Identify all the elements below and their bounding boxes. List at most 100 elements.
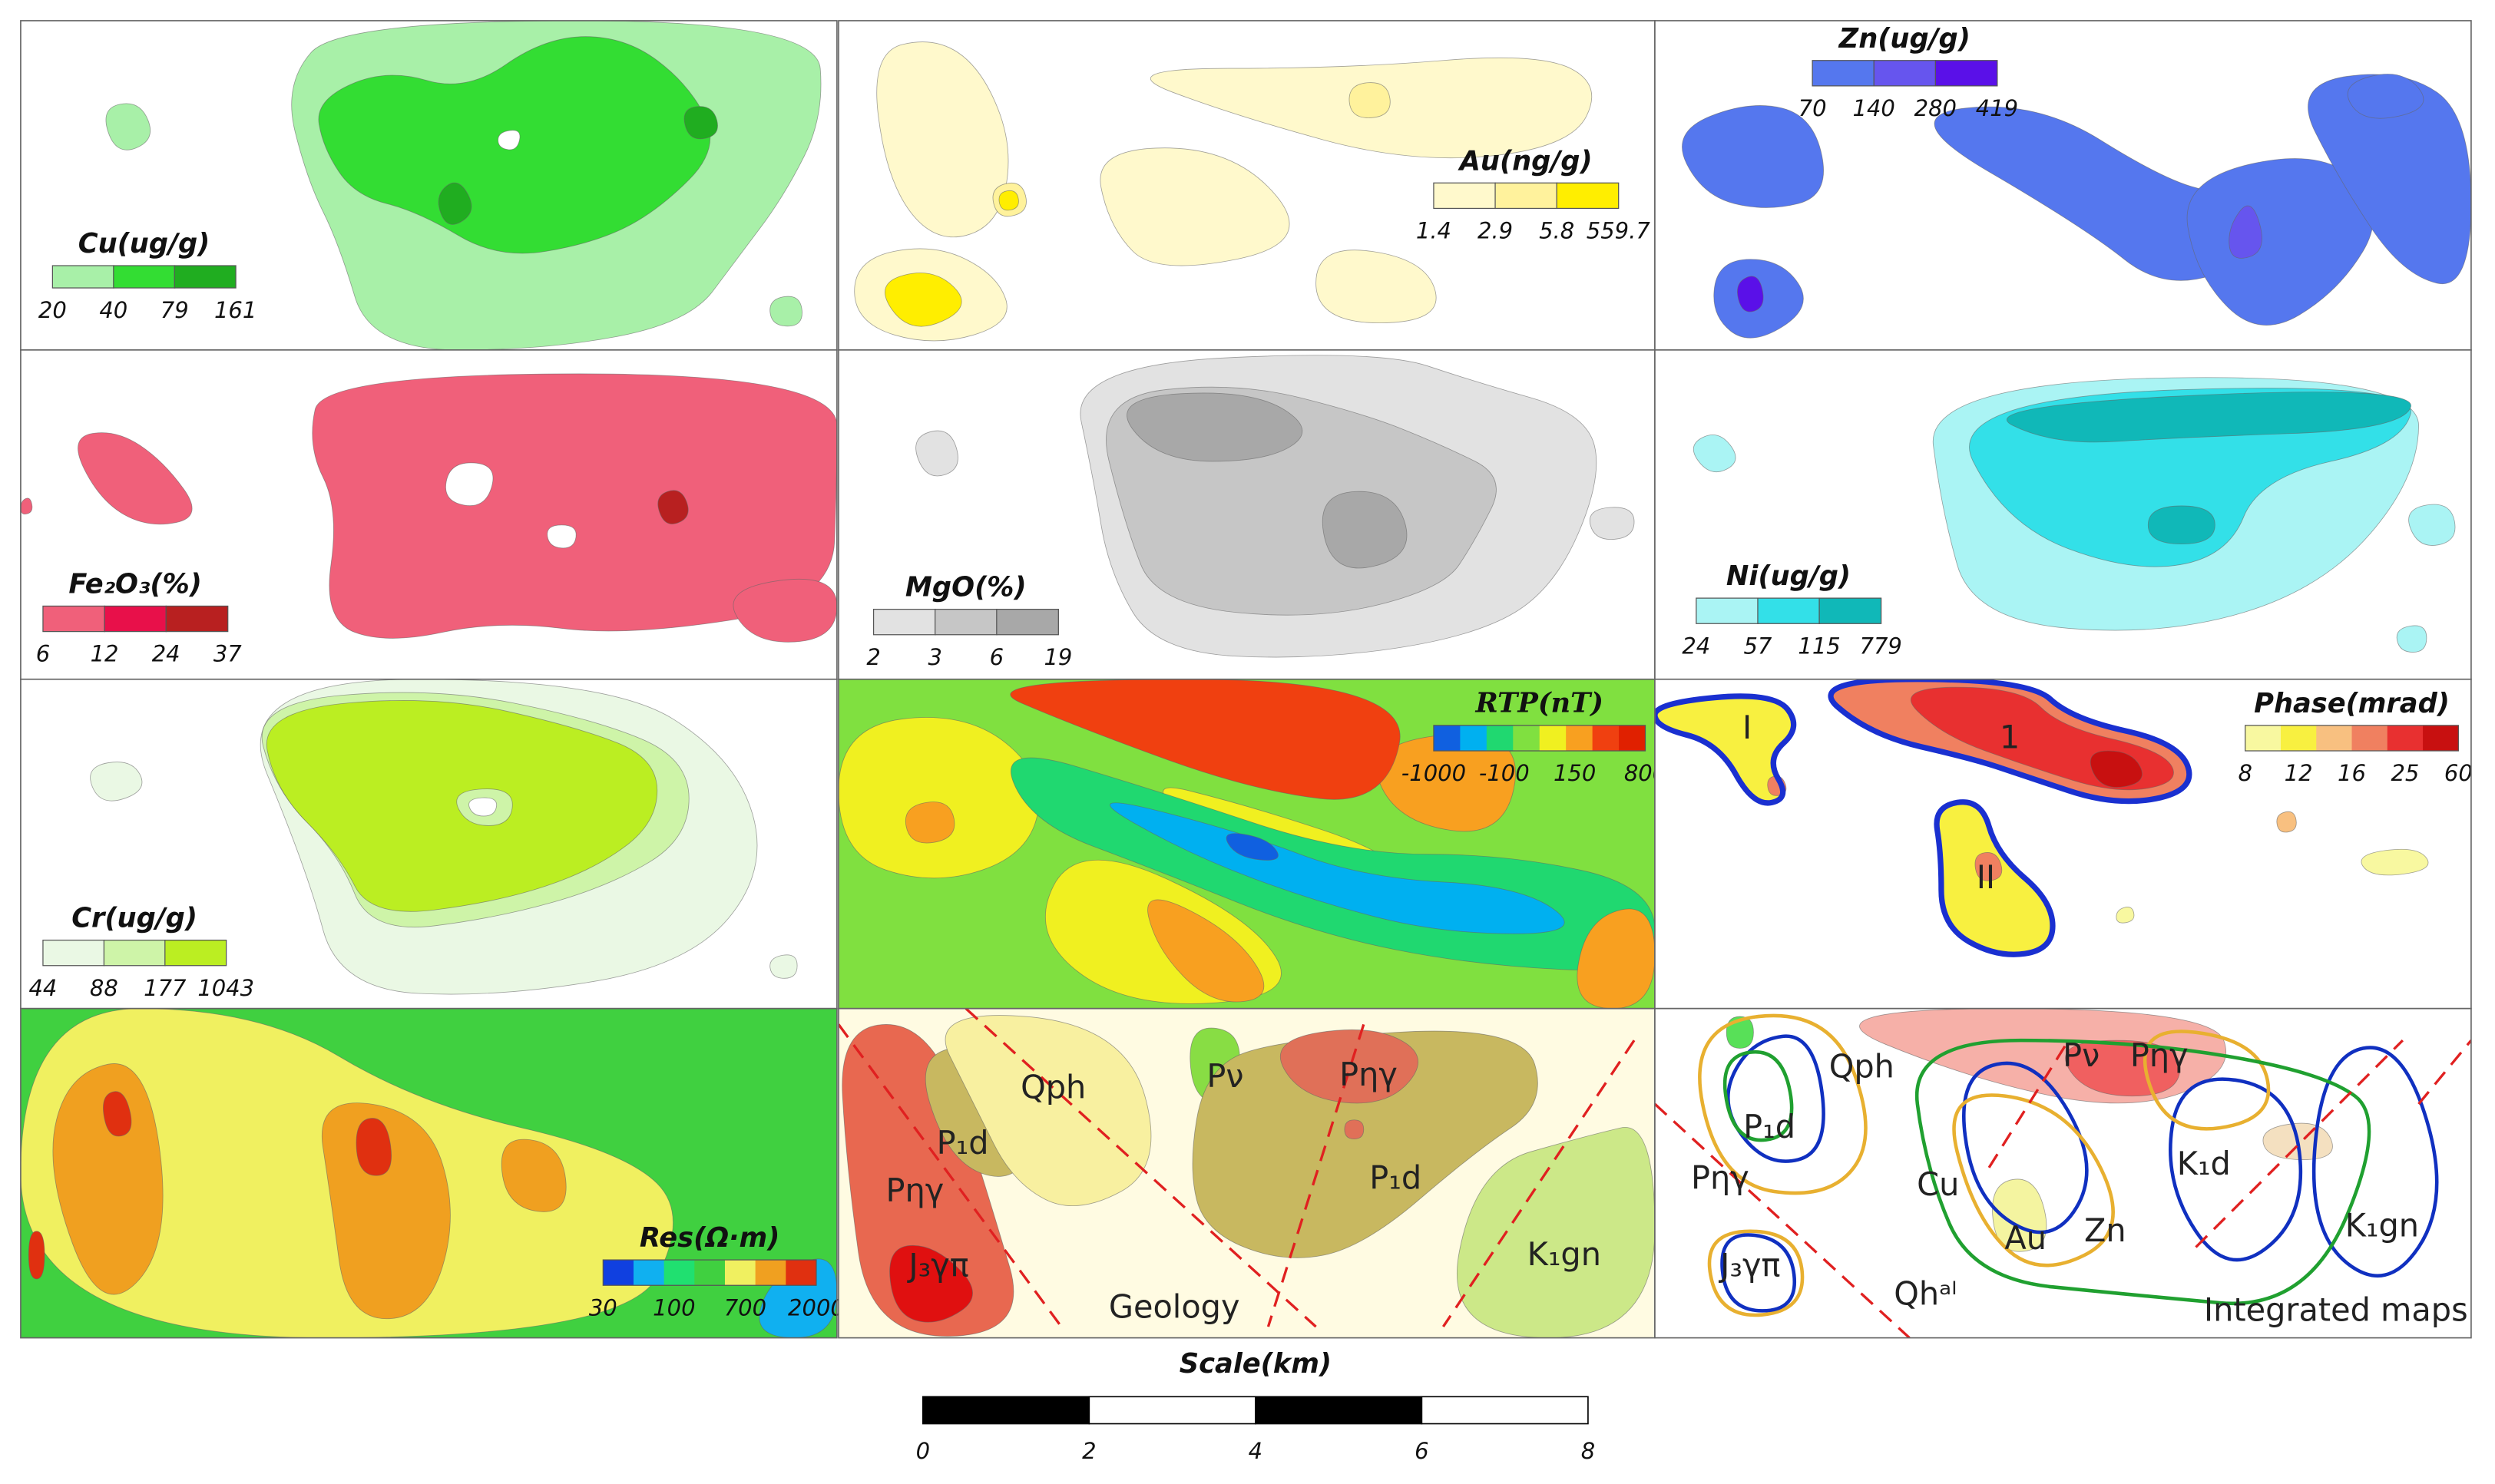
legend-swatch [1566,725,1593,752]
map-label: I [1742,709,1752,746]
anomaly-outline [1720,1233,1797,1313]
map-label: Qph [1829,1048,1894,1085]
contour-zone [945,1015,1152,1206]
anomaly-outline [1828,679,2192,805]
legend-swatch [663,1260,695,1286]
legend-title: Res(Ω·m) [640,1222,779,1254]
anomaly-outline [1654,693,1797,806]
map-label: Integrated maps [2204,1291,2468,1328]
legend-title: Ni(ug/g) [1726,560,1851,592]
legend: MgO(%) 2 3 6 19 [866,572,1072,670]
contour-zone [2361,848,2429,876]
legend-swatch [104,605,167,633]
legend-swatch [2245,725,2282,752]
panel-border [20,1007,838,1339]
legend-label: 6 [990,644,1004,670]
map-label: Qhᵃˡ [1894,1276,1957,1313]
map-panel: Zn(ug/g) 70 140 280 419 [1654,20,2472,351]
legend-frame [602,1259,817,1286]
map-panel: MgO(%) 2 3 6 19 [838,349,1656,680]
fault-line [2195,1039,2404,1248]
legend-title: Cu(ug/g) [78,228,210,259]
map-label: Pν [2063,1037,2100,1074]
contour-zone [2116,906,2135,924]
map-label: Geology [1109,1288,1240,1325]
map-area [1654,20,2471,350]
map-panel: Qph Pν Pηγ P₁d Pηγ P₁d K₁gn J₃γπ Geology [838,1007,1656,1339]
legend-swatch [1818,597,1882,624]
map-panel: Cu(ug/g) 20 40 79 161 [20,20,838,351]
contour-zone [501,1139,567,1212]
scale-tick-label: 4 [1249,1438,1262,1464]
map-area [20,679,837,1009]
legend-label: 700 [724,1294,766,1320]
anomaly-outline [1914,1038,2371,1306]
contour-zone [2347,74,2424,119]
map-label: Zn [2084,1212,2126,1249]
map-label: Pηγ [886,1172,945,1209]
legend-label: 140 [1853,95,1895,121]
legend-swatch [996,608,1059,636]
legend-label: 44 [28,975,57,1001]
legend-title: Au(ng/g) [1458,145,1593,177]
legend-label: 70 [1798,95,1827,121]
legend-swatch [1433,725,1461,752]
scale-tick-label: 0 [916,1438,930,1464]
contour-zone [1315,250,1437,324]
legend: Res(Ω·m) 30 100 700 2000 [589,1222,845,1320]
map-area [1654,349,2471,679]
contour-zone [889,1244,973,1323]
contour-zone [103,1091,132,1137]
panel-border [1654,1007,2472,1339]
anomaly-outline [2169,1077,2303,1262]
anomaly-outline [1934,799,2056,957]
contour-zone [915,430,958,477]
map-label: K₁d [2177,1145,2231,1182]
map-label: Pηγ [1339,1056,1398,1093]
fault-line [965,1008,1317,1328]
anomaly-outline [2143,1030,2271,1131]
contour-zone [2396,625,2427,653]
legend: RTP(nT)-1000 -100 150 800 [1401,687,1666,786]
anomaly-outline [1952,1093,2115,1268]
contour-zone [2065,1039,2181,1097]
legend-swatch [103,939,166,967]
legend-label: -1000 [1401,760,1466,786]
map-label: Pηγ [2130,1037,2189,1074]
map-area [20,1008,837,1338]
legend-swatch [786,1260,817,1286]
legend-swatch [1460,725,1487,752]
map-label: Au [2004,1220,2047,1257]
legend-swatch [1513,725,1540,752]
legend-swatch [2316,725,2352,752]
map-panel: I 1 II Phase(mrad) 8 12 16 25 60 [1654,678,2473,1010]
legend-label: 6 [36,641,50,667]
legend-label: 3 [928,644,941,670]
fault-line [2417,1039,2471,1106]
legend-swatch [1592,725,1620,752]
legend-label: 16 [2338,760,2366,786]
scale-title: Scale(km) [1180,1348,1332,1380]
contour-zone [2006,392,2411,443]
legend-swatch [1486,725,1514,752]
map-panel: Ni(ug/g) 24 57 115 779 [1654,349,2472,680]
legend-swatch [164,939,227,967]
contour-zone [90,762,143,801]
legend: Ni(ug/g) 24 57 115 779 [1682,560,1901,659]
map-label: P₁d [937,1125,989,1162]
legend-label: 419 [1976,95,2018,121]
legend-swatch [1757,597,1821,624]
contour-zone [498,130,521,150]
legend-title: Cr(ug/g) [71,903,197,934]
legend-swatch [633,1260,665,1286]
contour-zone [1726,1016,1754,1049]
legend-swatch [51,265,114,289]
legend-swatch [1494,182,1558,210]
legend-label: 24 [1682,633,1710,659]
contour-zone [78,432,193,525]
map-label: Pηγ [1691,1159,1749,1196]
contour-zone [1010,679,1401,800]
contour-zone [769,296,802,327]
contour-zone [2408,504,2456,546]
legend-frame [1433,725,1646,752]
